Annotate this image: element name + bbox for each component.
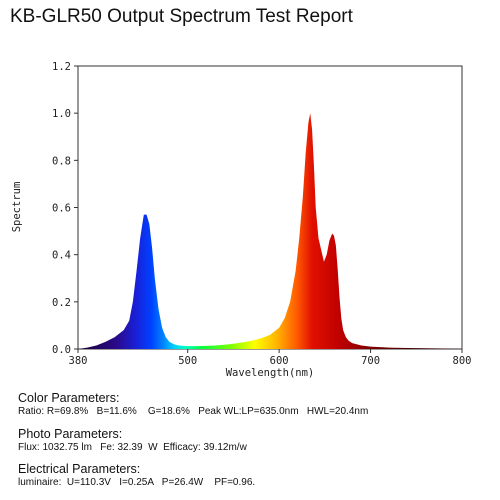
photo-parameters: Photo Parameters: Flux: 1032.75 lm Fe: 3…: [18, 427, 247, 454]
color-parameters-values: Ratio: R=69.8% B=11.6% G=18.6% Peak WL:L…: [18, 406, 369, 417]
x-tick-label: 800: [453, 355, 472, 367]
photo-parameters-heading: Photo Parameters:: [18, 427, 123, 441]
spectrum-area: [78, 113, 462, 349]
x-tick-label: 600: [270, 355, 289, 367]
y-axis-label: Spectrum: [11, 182, 23, 233]
color-parameters-heading: Color Parameters:: [18, 391, 120, 405]
x-axis-label: Wavelength(nm): [226, 367, 315, 379]
x-tick-label: 700: [361, 355, 380, 367]
x-tick-label: 500: [178, 355, 197, 367]
electrical-parameters-heading: Electrical Parameters:: [18, 462, 141, 476]
spectrum-chart: 380 500 600 700 800 0.0 0.2 0.4 0.6 0.8 1.0 1.2 Wa…: [11, 61, 472, 379]
y-axis-ticks: 0.0 0.2 0.4 0.6 0.8 1.0 1.2: [52, 61, 78, 356]
electrical-parameters-values: luminaire: U=110.3V I=0.25A P=26.4W PF=0…: [18, 477, 256, 488]
x-axis-ticks: 380 500 600 700 800: [69, 349, 472, 367]
y-tick-label: 0.8: [52, 155, 71, 167]
y-tick-label: 0.2: [52, 297, 71, 309]
y-tick-label: 1.2: [52, 61, 71, 73]
photo-parameters-values: Flux: 1032.75 lm Fe: 32.39 W Efficacy: 3…: [18, 442, 247, 453]
report-title: KB-GLR50 Output Spectrum Test Report: [10, 6, 353, 27]
x-tick-label: 380: [69, 355, 88, 367]
y-tick-label: 1.0: [52, 108, 71, 120]
electrical-parameters: Electrical Parameters: luminaire: U=110.…: [18, 462, 255, 489]
y-tick-label: 0.0: [52, 344, 71, 356]
color-parameters: Color Parameters: Ratio: R=69.8% B=11.6%…: [18, 391, 368, 418]
y-tick-label: 0.4: [52, 250, 71, 262]
y-tick-label: 0.6: [52, 203, 71, 215]
